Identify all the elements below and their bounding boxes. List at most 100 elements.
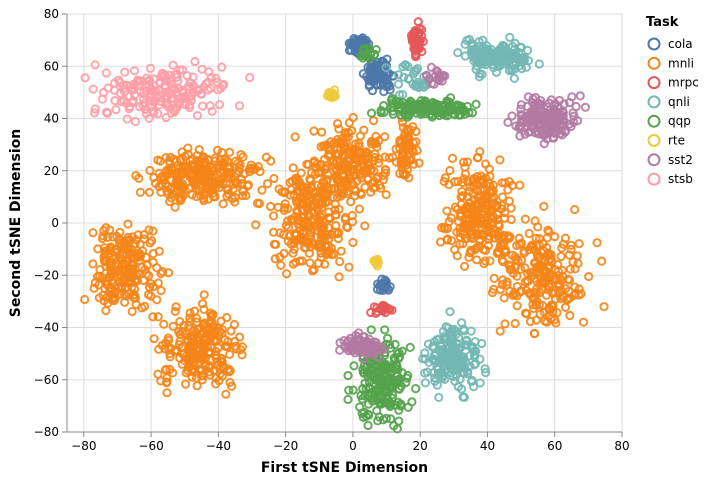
point-stsb <box>145 75 155 85</box>
point-stsb <box>90 104 100 114</box>
y-tick-label: −80 <box>34 425 59 439</box>
point-mnli <box>153 312 163 322</box>
point-mnli <box>292 198 302 208</box>
point-mnli <box>288 163 298 173</box>
legend-label-stsb: stsb <box>668 172 693 186</box>
point-sst2 <box>434 69 444 79</box>
point-qnli <box>510 64 520 74</box>
point-mnli <box>341 222 352 232</box>
point-mnli <box>185 308 195 318</box>
point-mnli <box>155 173 166 183</box>
point-mnli <box>361 147 371 158</box>
point-qnli <box>471 346 481 356</box>
point-sst2 <box>537 106 547 116</box>
point-mnli <box>514 239 525 250</box>
point-mnli <box>534 253 544 263</box>
point-qqp <box>362 43 372 54</box>
point-mnli <box>212 145 223 155</box>
point-qqp <box>436 100 446 110</box>
point-mnli <box>196 371 206 381</box>
point-qnli <box>437 367 447 378</box>
point-mnli <box>319 222 329 232</box>
point-mnli <box>280 203 290 213</box>
x-tick-label: 40 <box>480 439 495 453</box>
point-sst2 <box>548 132 558 142</box>
point-qqp <box>382 333 393 343</box>
point-mnli <box>495 284 505 295</box>
point-mnli <box>492 248 502 258</box>
point-qnli <box>408 69 419 79</box>
point-mnli <box>304 248 314 258</box>
point-qqp <box>437 109 448 119</box>
point-sst2 <box>348 340 358 350</box>
point-mnli <box>203 154 213 165</box>
point-mnli <box>556 251 566 262</box>
point-cola <box>381 281 391 292</box>
point-stsb <box>146 84 156 94</box>
point-stsb <box>213 85 223 95</box>
point-mrpc <box>366 307 376 318</box>
y-tick-label: 80 <box>44 7 59 21</box>
point-qqp <box>442 111 453 121</box>
point-mnli <box>144 187 155 197</box>
point-mnli <box>238 152 248 162</box>
point-mnli <box>138 275 149 286</box>
point-mnli <box>315 192 325 202</box>
point-mnli <box>599 302 609 312</box>
point-mnli <box>450 245 460 255</box>
point-qnli <box>422 367 432 377</box>
point-mnli <box>445 165 455 176</box>
point-qnli <box>483 55 493 65</box>
point-mnli <box>293 219 303 229</box>
point-mnli <box>462 192 472 202</box>
point-mnli <box>406 155 416 165</box>
point-mnli <box>324 213 334 223</box>
point-qnli <box>475 378 485 388</box>
point-mnli <box>199 304 209 314</box>
point-qqp <box>404 110 414 120</box>
point-mnli <box>512 301 522 311</box>
point-mnli <box>592 238 602 248</box>
point-qqp <box>348 385 358 395</box>
point-stsb <box>177 86 187 96</box>
point-mnli <box>500 178 510 188</box>
point-mnli <box>88 259 98 269</box>
point-mnli <box>380 132 390 142</box>
point-mnli <box>536 272 546 282</box>
point-qnli <box>474 41 484 52</box>
point-qqp <box>380 325 390 335</box>
point-qqp <box>394 384 404 394</box>
point-qnli <box>466 46 476 56</box>
point-qnli <box>423 339 434 349</box>
point-mnli <box>360 221 370 231</box>
point-qqp <box>344 385 354 395</box>
point-mnli <box>159 319 169 329</box>
point-cola <box>364 80 375 90</box>
point-mnli <box>402 143 412 153</box>
point-qnli <box>381 63 391 73</box>
point-mnli <box>338 165 348 175</box>
point-mnli <box>522 309 532 319</box>
point-qqp <box>371 44 381 55</box>
series-qqp <box>343 43 481 434</box>
point-mnli <box>288 248 298 258</box>
point-qqp <box>372 374 382 384</box>
series-qnli <box>381 32 544 403</box>
point-qnli <box>434 354 444 365</box>
point-qnli <box>455 344 465 354</box>
point-qnli <box>509 73 519 83</box>
point-qqp <box>373 384 383 394</box>
point-stsb <box>111 104 121 115</box>
point-mnli <box>457 191 468 201</box>
point-mnli <box>103 298 113 308</box>
point-mnli <box>287 215 297 225</box>
point-mnli <box>376 183 386 193</box>
point-mnli <box>161 166 172 176</box>
point-mnli <box>316 248 326 258</box>
point-mnli <box>225 349 235 360</box>
point-sst2 <box>554 113 565 123</box>
point-mnli <box>512 271 522 281</box>
legend-swatch-cola <box>647 37 661 51</box>
point-qnli <box>420 378 431 388</box>
point-mnli <box>211 346 221 357</box>
